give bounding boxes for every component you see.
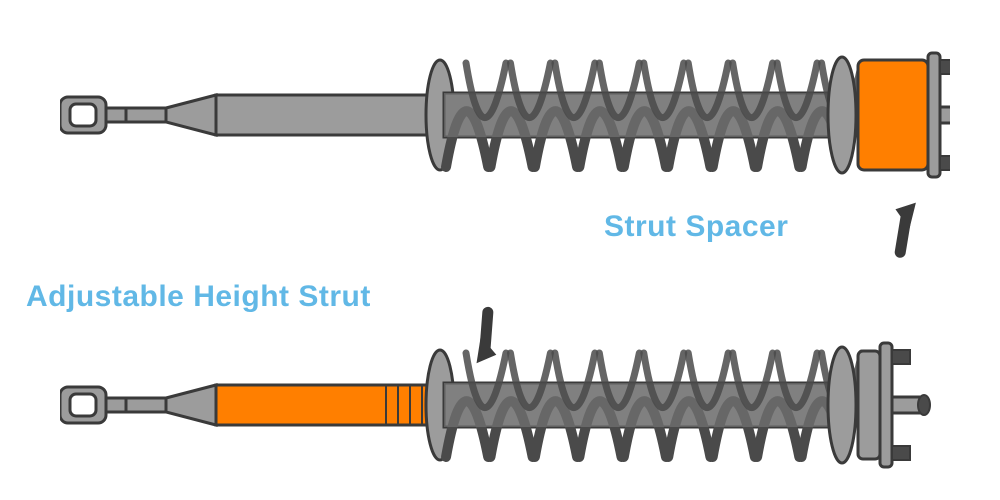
coil-spring bbox=[444, 63, 862, 167]
spring-seat-right bbox=[828, 57, 856, 173]
rod bbox=[126, 398, 166, 412]
strut_spacer-label: Strut Spacer bbox=[604, 210, 788, 244]
top-mount bbox=[880, 343, 930, 467]
top-arrow bbox=[870, 195, 940, 265]
diagram-canvas: Strut Spacer Adjustable Height Strut bbox=[0, 0, 1000, 500]
taper bbox=[166, 385, 216, 425]
strut-top bbox=[60, 40, 950, 190]
adjustable-label: Adjustable Height Strut bbox=[26, 280, 371, 314]
eye-mount bbox=[60, 97, 126, 133]
bottom-arrow bbox=[450, 300, 520, 370]
spring-seat-right bbox=[828, 347, 856, 463]
rod bbox=[126, 108, 166, 122]
strut-spacer bbox=[858, 60, 928, 170]
taper bbox=[166, 95, 216, 135]
eye-mount bbox=[60, 387, 126, 423]
strut-body bbox=[216, 95, 436, 135]
top-mount bbox=[928, 53, 950, 177]
adjustable-body bbox=[216, 385, 436, 425]
